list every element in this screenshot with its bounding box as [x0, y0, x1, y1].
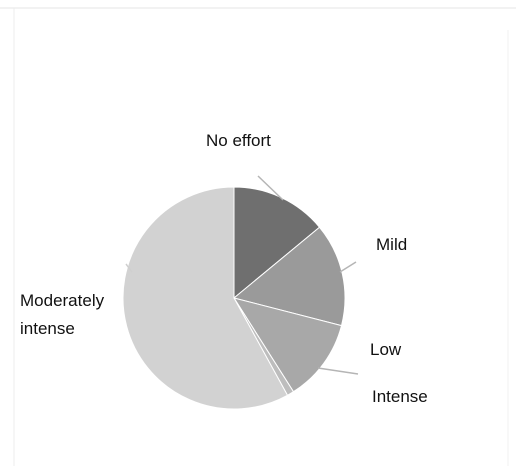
slice-label-mild: Mild [376, 235, 407, 254]
leader-lines [125, 175, 359, 375]
slice-label-moderately-intense-line1: Moderately [20, 291, 105, 310]
leader-line-intense [317, 367, 359, 375]
slice-label-low: Low [370, 340, 402, 359]
leader-line-moderately-intense [125, 263, 133, 273]
slice-label-moderately-intense-line2: intense [20, 319, 75, 338]
slice-labels: No effort Mild Low Intense Moderately in… [20, 131, 428, 406]
slice-label-intense: Intense [372, 387, 428, 406]
pie-slice-moderately-intense [122, 186, 289, 410]
pie-slice-low [232, 297, 343, 393]
leader-line-mild [339, 261, 357, 273]
leader-line-no-effort [257, 175, 284, 201]
pie-slice-mild [232, 226, 346, 327]
slice-label-no-effort: No effort [206, 131, 271, 150]
pie-slices [122, 186, 346, 410]
